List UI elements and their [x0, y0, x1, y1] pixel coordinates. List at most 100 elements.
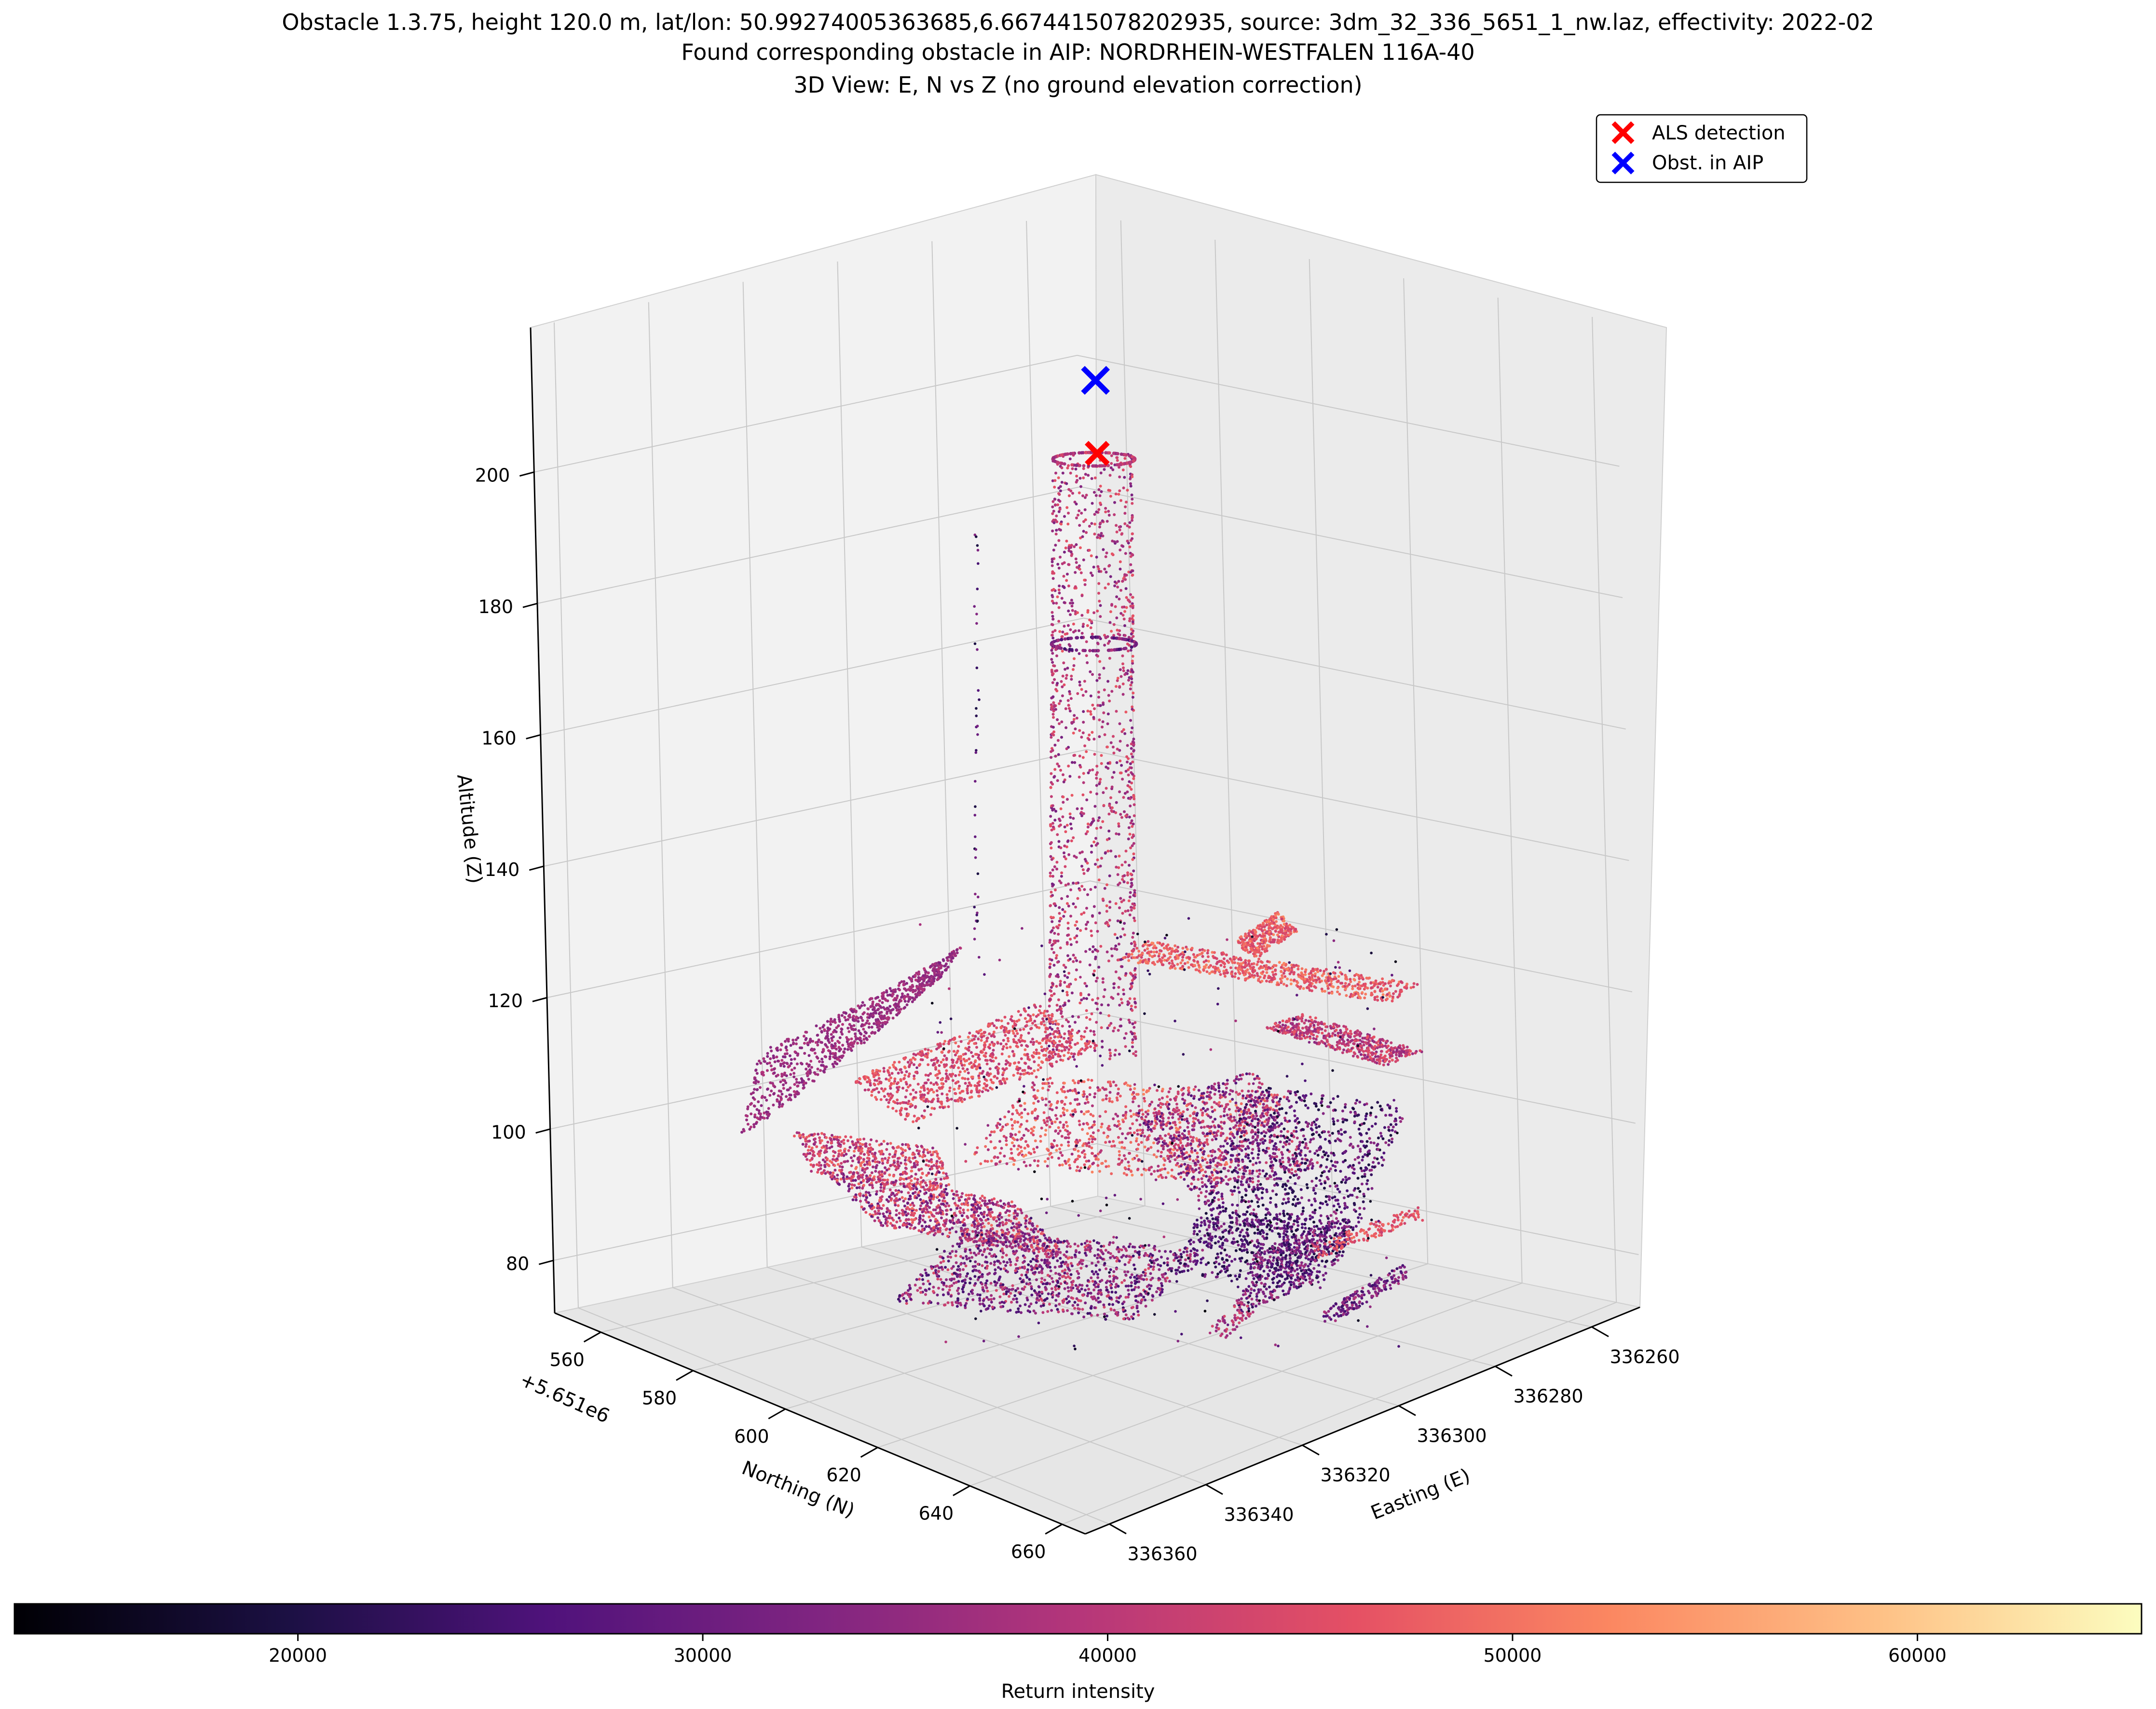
cloud-point: [1130, 669, 1133, 672]
cloud-point: [1048, 1054, 1051, 1058]
cloud-point: [1051, 564, 1054, 567]
cloud-point: [1119, 588, 1122, 592]
cloud-point: [1124, 505, 1127, 508]
cloud-point: [782, 1061, 786, 1065]
cloud-point: [1086, 825, 1090, 829]
cloud-point: [852, 1014, 855, 1018]
cloud-point: [1075, 959, 1078, 962]
cloud-point: [1103, 567, 1106, 571]
cloud-point: [1064, 726, 1068, 729]
cloud-point: [1100, 1003, 1104, 1007]
cloud-point: [1113, 513, 1116, 516]
cloud-point: [910, 1179, 913, 1182]
cloud-point: [990, 1059, 993, 1063]
cloud-point: [940, 1051, 943, 1054]
cloud-point: [985, 1084, 988, 1088]
cloud-point: [888, 1005, 892, 1008]
cloud-point: [1063, 851, 1065, 855]
cloud-point: [980, 1226, 983, 1229]
cloud-point: [1114, 944, 1118, 947]
cloud-point: [899, 1109, 902, 1112]
cloud-point: [779, 1080, 782, 1083]
cloud-point: [776, 1099, 779, 1103]
cloud-point: [1129, 891, 1132, 894]
cloud-point: [769, 1057, 772, 1060]
cloud-point: [1071, 492, 1074, 495]
cloud-point: [911, 1221, 914, 1224]
cloud-point: [923, 1148, 926, 1151]
cloud-point: [1082, 467, 1085, 470]
z-gridline: [544, 749, 1629, 867]
cloud-point: [1051, 1027, 1054, 1031]
cloud-point: [901, 1151, 904, 1154]
cloud-point: [856, 1080, 859, 1083]
cloud-point: [954, 1092, 957, 1095]
cloud-point: [1120, 863, 1124, 867]
cloud-point: [935, 1089, 939, 1093]
cloud-point: [1005, 1221, 1008, 1225]
cloud-point: [768, 1061, 771, 1065]
cloud-point: [983, 1082, 986, 1085]
cloud-point: [962, 1211, 966, 1215]
cloud-point: [1013, 1209, 1017, 1213]
cloud-point: [1063, 855, 1066, 858]
cloud-point: [1129, 555, 1133, 558]
cloud-point: [1001, 1047, 1005, 1051]
cloud-point: [904, 1210, 907, 1214]
cloud-point: [1034, 1006, 1037, 1009]
cloud-point: [922, 974, 925, 977]
cloud-point: [1075, 516, 1078, 520]
cloud-point: [1054, 1030, 1058, 1033]
cloud-point: [1129, 905, 1133, 909]
cloud-point: [898, 988, 901, 992]
cloud-point: [939, 1208, 942, 1211]
cloud-point: [835, 1178, 839, 1182]
cloud-point: [1105, 910, 1108, 913]
cloud-point: [867, 1007, 870, 1011]
cloud-point: [1057, 998, 1060, 1001]
cloud-point: [914, 1070, 917, 1074]
cloud-point: [865, 1174, 868, 1177]
cloud-point: [1112, 634, 1116, 637]
cloud-point: [1117, 985, 1120, 989]
cloud-point: [967, 1042, 970, 1045]
cloud-point: [1068, 775, 1072, 778]
cloud-point: [1104, 451, 1108, 455]
cloud-point: [981, 1090, 984, 1094]
cloud-point: [1119, 935, 1122, 938]
cloud-point: [806, 1070, 810, 1073]
cloud-point: [1127, 773, 1130, 777]
cloud-point: [957, 1218, 960, 1222]
cloud-point: [907, 1065, 911, 1068]
cloud-point: [971, 1054, 974, 1058]
cloud-point: [816, 1056, 819, 1060]
cloud-point: [1049, 855, 1052, 858]
cloud-point: [1071, 467, 1074, 470]
cloud-point: [868, 1143, 872, 1146]
cloud-point: [938, 1157, 941, 1160]
cloud-point: [887, 1101, 890, 1104]
cloud-point: [1056, 1027, 1059, 1030]
cloud-point: [1051, 681, 1054, 684]
cloud-point: [1129, 821, 1133, 825]
cloud-point: [881, 992, 885, 996]
cloud-point: [1080, 594, 1084, 597]
cloud-point: [1058, 879, 1061, 883]
cloud-point: [923, 1192, 927, 1195]
cloud-point: [913, 1114, 916, 1118]
cloud-point: [998, 1214, 1001, 1217]
cloud-point: [1129, 1088, 1132, 1091]
cloud-point: [1109, 796, 1112, 799]
cloud-point: [1082, 911, 1086, 915]
cloud-point: [943, 1039, 947, 1043]
cloud-point: [905, 1225, 909, 1229]
cloud-point: [934, 1067, 938, 1071]
cloud-point: [1076, 566, 1078, 569]
cloud-point: [948, 1050, 951, 1053]
cloud-point: [1117, 943, 1120, 946]
cloud-point: [875, 1003, 879, 1006]
cloud-point: [898, 1212, 901, 1215]
cloud-point: [936, 1094, 939, 1097]
cloud-point: [1085, 798, 1089, 802]
cloud-point: [906, 1085, 910, 1089]
